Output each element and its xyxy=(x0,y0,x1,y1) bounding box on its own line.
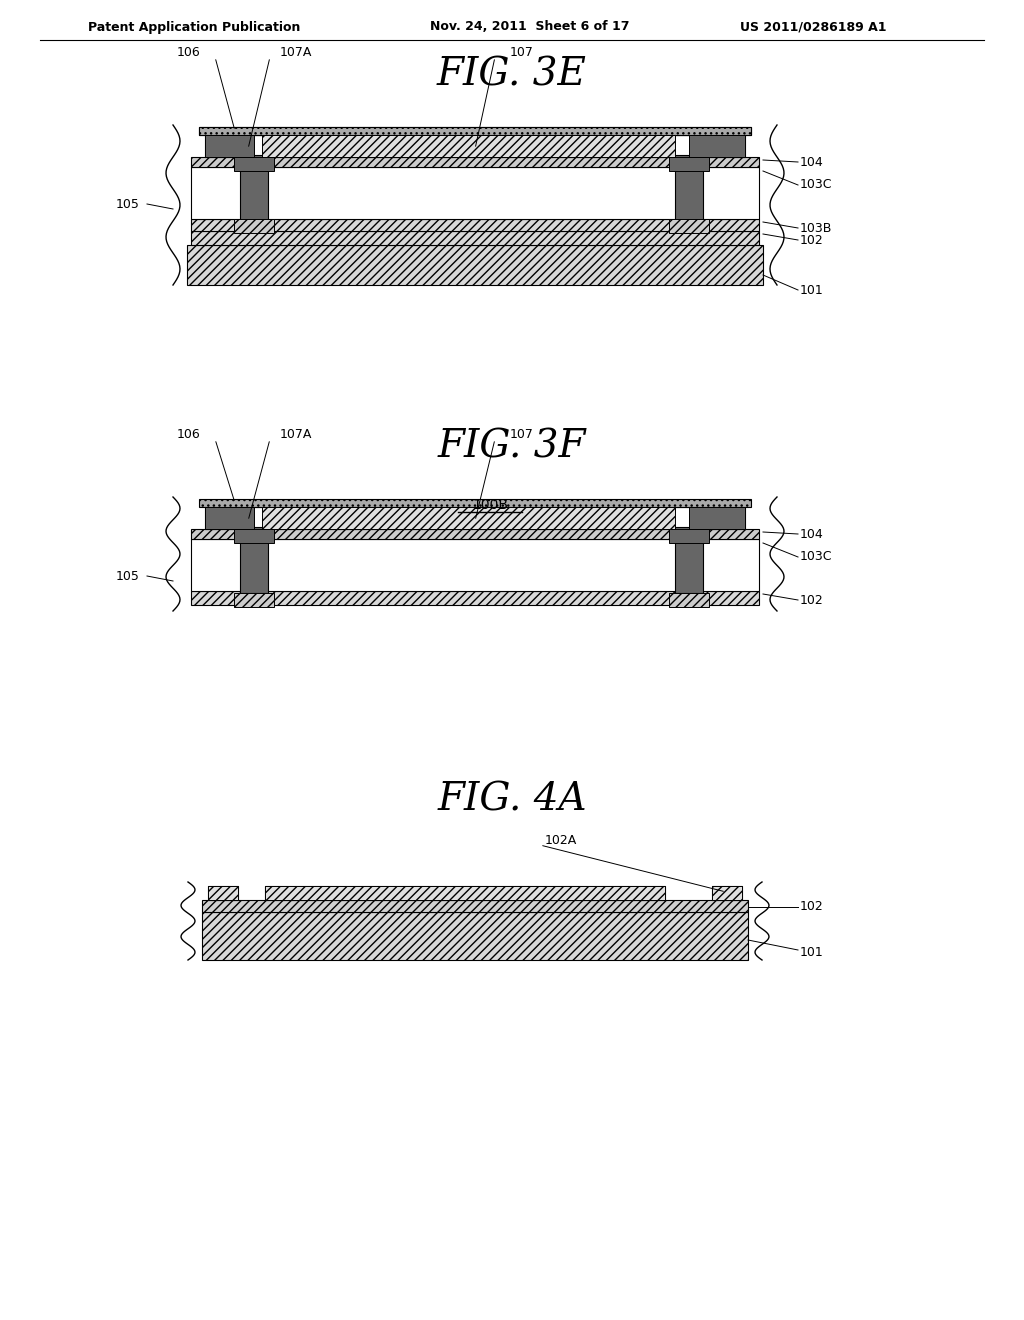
Bar xyxy=(191,168,759,219)
Bar xyxy=(689,135,745,157)
Bar xyxy=(712,886,742,900)
Text: FIG. 3F: FIG. 3F xyxy=(437,429,587,466)
Bar xyxy=(675,154,703,220)
Text: US 2011/0286189 A1: US 2011/0286189 A1 xyxy=(740,21,887,33)
Text: 103C: 103C xyxy=(800,178,833,191)
Text: 102: 102 xyxy=(800,594,823,606)
Bar xyxy=(265,886,665,900)
Bar xyxy=(205,135,254,157)
Text: Patent Application Publication: Patent Application Publication xyxy=(88,21,300,33)
Text: 105: 105 xyxy=(116,198,140,210)
Text: 102A: 102A xyxy=(545,833,578,846)
Bar xyxy=(262,507,675,529)
Text: 106: 106 xyxy=(176,428,200,441)
Bar xyxy=(234,593,274,607)
Text: 102: 102 xyxy=(800,234,823,247)
Bar xyxy=(265,886,665,900)
Bar xyxy=(669,529,709,543)
Bar xyxy=(669,219,709,234)
Text: FIG. 3E: FIG. 3E xyxy=(437,57,587,94)
Text: 107A: 107A xyxy=(280,45,312,58)
Bar xyxy=(199,127,751,135)
Bar xyxy=(689,507,745,529)
Bar xyxy=(240,154,268,220)
Text: 100B: 100B xyxy=(472,498,508,512)
Text: 104: 104 xyxy=(800,156,823,169)
Bar xyxy=(199,127,751,135)
Bar xyxy=(234,529,274,543)
Text: 102: 102 xyxy=(800,900,823,913)
Bar xyxy=(191,219,759,231)
Text: 101: 101 xyxy=(800,284,823,297)
Bar xyxy=(234,219,274,234)
Bar xyxy=(191,157,759,168)
Bar xyxy=(202,912,748,960)
Bar xyxy=(669,157,709,172)
Text: 101: 101 xyxy=(800,945,823,958)
Text: 106: 106 xyxy=(176,45,200,58)
Bar xyxy=(202,900,748,912)
Bar xyxy=(675,527,703,593)
Bar xyxy=(712,886,742,900)
Bar xyxy=(208,886,238,900)
Text: 107: 107 xyxy=(510,428,534,441)
Text: FIG. 4A: FIG. 4A xyxy=(437,781,587,818)
Bar xyxy=(205,507,254,529)
Text: 105: 105 xyxy=(116,569,140,582)
Bar xyxy=(234,157,274,172)
Bar xyxy=(191,591,759,605)
Bar xyxy=(205,135,745,157)
Bar xyxy=(191,529,759,539)
Bar xyxy=(191,231,759,246)
Bar xyxy=(262,135,675,157)
Bar xyxy=(669,593,709,607)
Bar xyxy=(187,246,763,285)
Bar xyxy=(191,539,759,591)
Text: 107: 107 xyxy=(510,45,534,58)
Bar xyxy=(199,499,751,507)
Text: Nov. 24, 2011  Sheet 6 of 17: Nov. 24, 2011 Sheet 6 of 17 xyxy=(430,21,630,33)
Bar xyxy=(205,507,745,529)
Text: 104: 104 xyxy=(800,528,823,540)
Text: 103B: 103B xyxy=(800,222,833,235)
Text: 107A: 107A xyxy=(280,428,312,441)
Text: 103C: 103C xyxy=(800,550,833,564)
Bar xyxy=(240,527,268,593)
Bar xyxy=(208,886,238,900)
